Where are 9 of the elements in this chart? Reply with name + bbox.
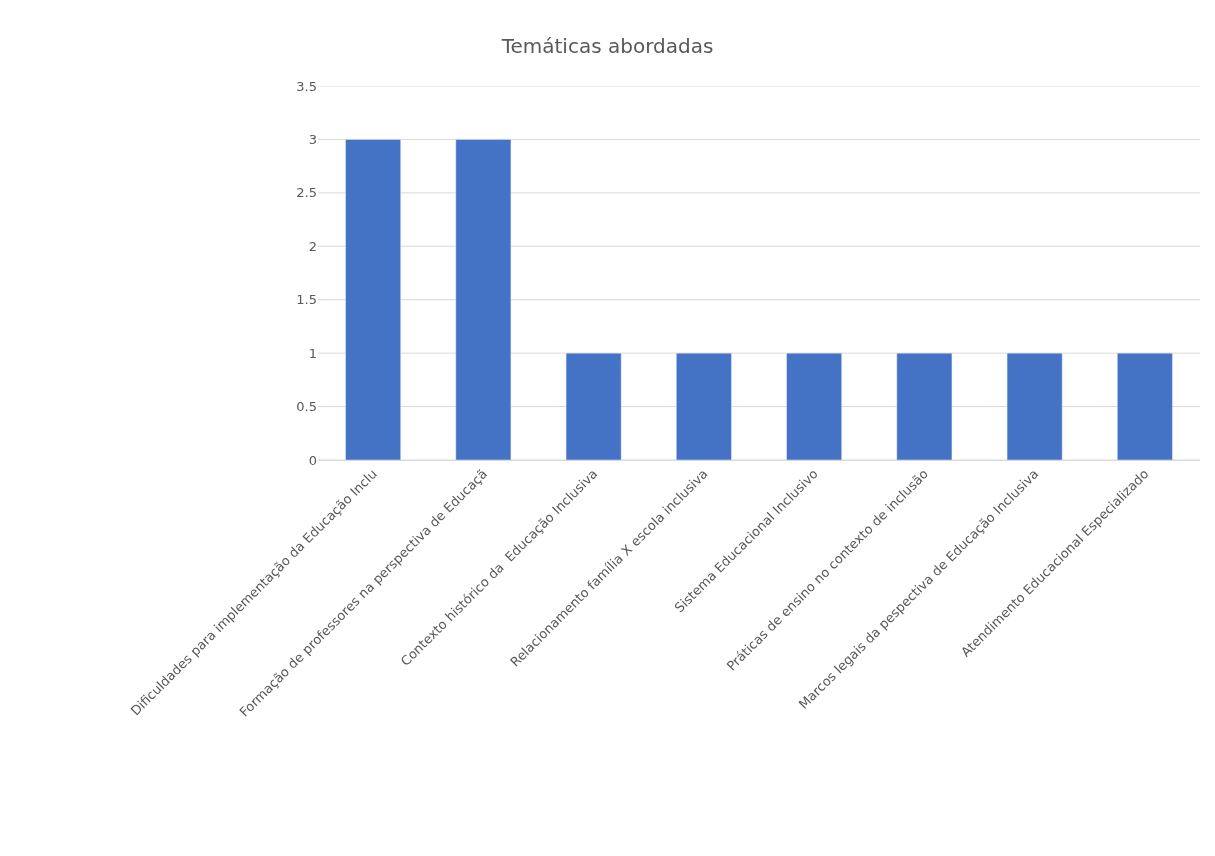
y-tick-label: 1.5 bbox=[296, 292, 317, 308]
y-tick-label: 3 bbox=[308, 131, 317, 147]
y-tick-label: 0 bbox=[308, 452, 317, 468]
y-tick-label: 3.5 bbox=[296, 78, 317, 94]
y-tick-label: 1 bbox=[308, 345, 317, 361]
y-tick-label: 0.5 bbox=[296, 399, 317, 415]
y-tick-label: 2 bbox=[308, 238, 317, 254]
y-tick-label: 2.5 bbox=[296, 185, 317, 201]
chart-title: Temáticas abordadas bbox=[500, 33, 714, 58]
